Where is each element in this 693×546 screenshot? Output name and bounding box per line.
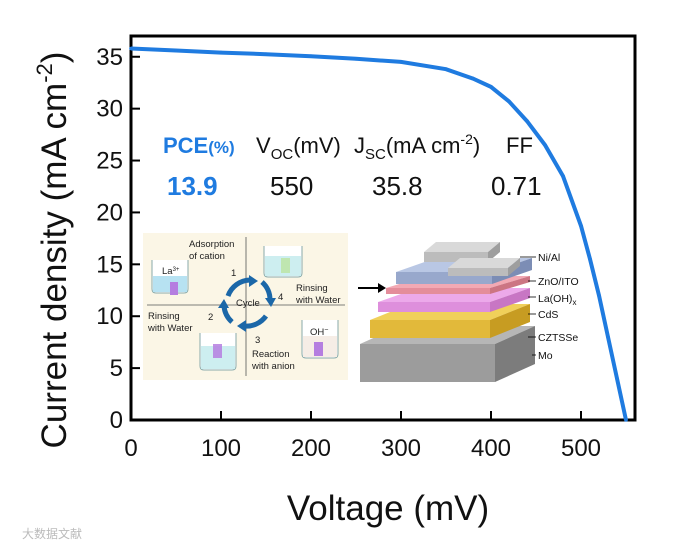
- x-tick-label: 500: [561, 435, 601, 462]
- x-tick-label: 400: [471, 435, 511, 462]
- x-tick-label: 0: [124, 435, 137, 462]
- jv-data-point: [525, 119, 529, 123]
- y-tick-label: 10: [96, 303, 123, 330]
- beaker-icon-water-bottom: [199, 333, 237, 371]
- cycle-label: Cycle: [236, 298, 260, 309]
- jv-data-point: [174, 48, 178, 53]
- jv-data-point: [489, 85, 493, 89]
- device-stack-inset: Ni/Al ZnO/ITO La(OH)x CdS CZTSSe Mo: [360, 242, 579, 382]
- jv-curve-line: [130, 46, 628, 421]
- x-tick-label: 300: [381, 435, 421, 462]
- y-tick-label: 30: [96, 96, 123, 123]
- jv-curve-points: [129, 46, 628, 422]
- jv-data-point: [624, 418, 628, 422]
- watermark-text: 大数据文献: [22, 526, 82, 541]
- pce-label: PCE(%): [163, 133, 235, 158]
- rinse-left-line1: Rinsing: [148, 311, 180, 322]
- step-1: 1: [231, 268, 236, 279]
- plot-frame: [129, 34, 637, 422]
- x-tick-label: 200: [291, 435, 331, 462]
- jv-data-point: [471, 76, 475, 81]
- layer-label: ZnO/ITO: [538, 276, 579, 288]
- step-2: 2: [208, 312, 213, 323]
- jv-data-point: [264, 52, 268, 56]
- jv-data-point: [561, 174, 565, 178]
- layer-label: CdS: [538, 309, 558, 321]
- reaction-line1: Reaction: [252, 349, 290, 360]
- y-tick-label: 20: [96, 199, 123, 226]
- rinse-right-line2: with Water: [295, 295, 341, 306]
- beaker-icon-water-top: [263, 246, 303, 278]
- y-axis-ticks: 0 5 10 15 20 25 30 35: [96, 44, 140, 434]
- y-tick-label: 25: [96, 148, 123, 175]
- anion-label: OH−: [310, 327, 328, 338]
- jv-data-point: [354, 57, 358, 61]
- reaction-line2: with anion: [251, 361, 295, 372]
- jv-data-point: [507, 99, 511, 104]
- y-axis-title: Current density (mA cm-2): [32, 52, 74, 449]
- x-axis-title: Voltage (mV): [287, 489, 489, 528]
- jv-data-point: [219, 50, 223, 55]
- layer-label: Mo: [538, 350, 553, 362]
- layer-labels: Ni/Al ZnO/ITO La(OH)x CdS CZTSSe Mo: [538, 252, 579, 362]
- rinse-left-line2: with Water: [147, 323, 193, 334]
- jv-data-point: [597, 293, 601, 298]
- jv-data-point: [444, 67, 448, 71]
- y-tick-label: 5: [110, 355, 123, 382]
- jv-data-point: [606, 335, 610, 339]
- cycle-arrowheads: [218, 275, 276, 332]
- rinse-right-line1: Rinsing: [296, 283, 328, 294]
- y-tick-label: 35: [96, 44, 123, 71]
- ff-label: FF: [506, 133, 533, 158]
- metrics-header: PCE(%) VOC(mV) JSC(mA cm-2) FF 13.9 550 …: [163, 131, 542, 201]
- x-axis-ticks: 0 100 200 300 400 500: [124, 411, 601, 462]
- cation-label: La3+: [162, 266, 180, 277]
- step-4: 4: [278, 292, 283, 303]
- beaker-icon-cation: La3+: [151, 260, 189, 295]
- jv-data-point: [543, 143, 547, 147]
- layer-label: CZTSSe: [538, 332, 578, 344]
- y-tick-label: 0: [110, 407, 123, 434]
- step-3: 3: [255, 335, 260, 346]
- jsc-label: JSC(mA cm-2): [354, 131, 480, 163]
- layer-ni-al: [424, 242, 500, 252]
- beaker-icon-anion: OH−: [301, 320, 339, 359]
- y-tick-label: 15: [96, 251, 123, 278]
- jv-data-point: [579, 224, 583, 228]
- process-to-device-arrow: [358, 283, 386, 293]
- voc-value: 550: [270, 171, 313, 201]
- jv-data-point: [129, 46, 133, 51]
- adsorption-label-line1: Adsorption: [189, 239, 234, 250]
- ff-value: 0.71: [491, 171, 542, 201]
- voc-label: VOC(mV): [256, 133, 341, 163]
- silar-process-inset: La3+ OH−: [143, 233, 348, 380]
- layer-label: La(OH)x: [538, 293, 576, 307]
- pce-value: 13.9: [167, 171, 218, 201]
- adsorption-label-line2: of cation: [189, 251, 225, 262]
- jv-data-point: [588, 257, 592, 261]
- jv-data-point: [615, 376, 619, 381]
- jsc-value: 35.8: [372, 171, 423, 201]
- jv-data-point: [309, 54, 313, 58]
- x-tick-label: 100: [201, 435, 241, 462]
- jv-data-point: [399, 60, 403, 64]
- layer-label: Ni/Al: [538, 252, 560, 264]
